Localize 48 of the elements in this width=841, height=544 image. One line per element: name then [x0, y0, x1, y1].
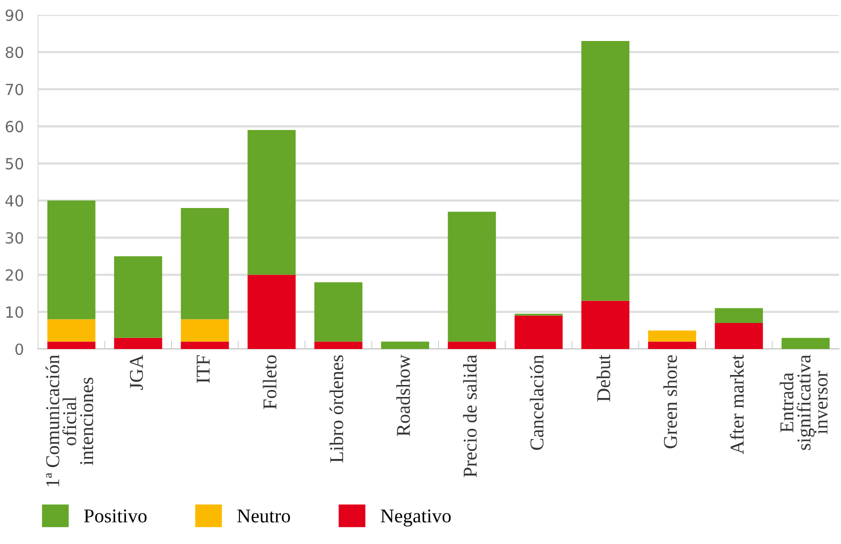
legend-label: Positivo — [84, 509, 147, 522]
y-tick-label: 70 — [6, 84, 24, 96]
bar — [514, 316, 563, 349]
y-tick-label: 60 — [6, 120, 24, 132]
bar — [180, 208, 229, 320]
x-tick-label: 1ª Comunicación oficial intenciones — [46, 354, 94, 486]
bar — [114, 338, 162, 349]
legend-label: Negativo — [380, 509, 451, 526]
bar — [648, 342, 696, 349]
x-tick-label: Precio de salida — [463, 354, 477, 478]
x-tick-label: Entrada significativa inversor — [780, 354, 828, 450]
bar — [448, 212, 496, 342]
bar — [381, 342, 430, 349]
x-tick-label: Roadshow — [396, 354, 410, 436]
bar — [47, 319, 96, 342]
x-tick-label: ITF — [196, 355, 210, 384]
bar — [248, 274, 296, 349]
y-tick-label: 20 — [6, 269, 24, 281]
bar — [581, 300, 630, 349]
bar — [314, 342, 362, 349]
bar — [180, 342, 229, 349]
bar — [314, 282, 362, 342]
y-tick-label: 30 — [6, 232, 24, 244]
x-tick-label: Folleto — [262, 355, 276, 410]
bar — [47, 200, 96, 320]
legend-label: Neutro — [237, 510, 290, 522]
x-tick-label: Green shore — [663, 355, 677, 448]
y-tick-label: 50 — [6, 158, 24, 170]
x-tick-label: Libro órdenes — [330, 355, 344, 463]
bar — [648, 330, 696, 342]
bar — [448, 342, 496, 349]
bar — [782, 338, 830, 349]
bar — [114, 256, 162, 338]
bar — [581, 40, 630, 301]
y-tick-label: 80 — [6, 46, 24, 58]
bar — [714, 308, 763, 324]
bar — [714, 323, 763, 349]
y-tick-label: 40 — [5, 195, 24, 207]
y-tick-label: 10 — [6, 306, 24, 318]
bar — [248, 130, 296, 275]
bar — [47, 342, 96, 349]
y-tick-label: 0 — [15, 343, 24, 356]
x-tick-label: Cancelación — [530, 354, 544, 450]
y-tick-label: 90 — [6, 9, 24, 22]
x-tick-label: JGA — [130, 354, 143, 390]
x-tick-label: After market — [730, 354, 744, 454]
bar — [180, 319, 229, 342]
x-tick-label: Debut — [596, 354, 610, 402]
